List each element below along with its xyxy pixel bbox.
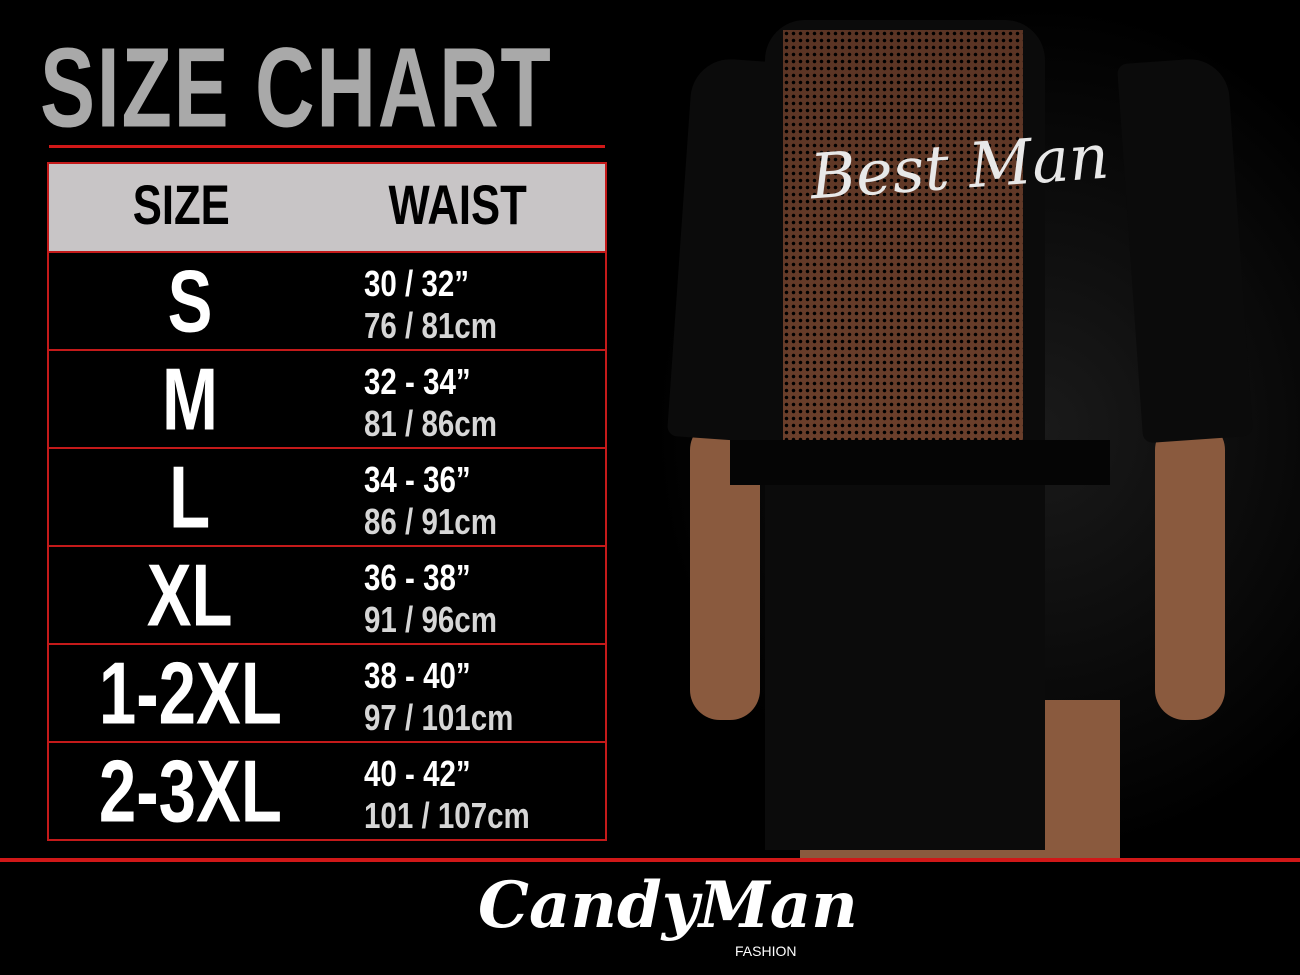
size-cell: 1-2XL [49, 643, 331, 742]
table-row: M 32 - 34” 81 / 86cm [49, 349, 605, 449]
table-row: L 34 - 36” 86 / 91cm [49, 447, 605, 547]
waist-cell: 30 / 32” 76 / 81cm [364, 263, 526, 347]
size-cell: M [49, 349, 331, 448]
header-waist: WAIST [388, 173, 527, 236]
size-cell: L [49, 447, 331, 546]
waist-inches: 34 - 36” [364, 459, 471, 500]
waist-cm: 76 / 81cm [364, 305, 497, 346]
waist-inches: 38 - 40” [364, 655, 471, 696]
title-divider [49, 145, 605, 148]
footer-divider [0, 858, 1300, 862]
product-photo: Best Man [650, 0, 1300, 860]
size-label: XL [147, 545, 233, 644]
size-label: 2-3XL [98, 741, 282, 840]
size-table: SIZE WAIST S 30 / 32” 76 / 81cm M 32 - 34”… [47, 162, 607, 841]
size-cell: XL [49, 545, 331, 644]
table-row: XL 36 - 38” 91 / 96cm [49, 545, 605, 645]
table-row: S 30 / 32” 76 / 81cm [49, 251, 605, 351]
table-header: SIZE WAIST [49, 164, 605, 253]
size-cell: S [49, 251, 331, 350]
waist-cm: 97 / 101cm [364, 697, 514, 738]
waist-cell: 32 - 34” 81 / 86cm [364, 361, 526, 445]
waist-inches: 36 - 38” [364, 557, 471, 598]
size-label: 1-2XL [98, 643, 282, 742]
mesh-panel [783, 30, 1023, 450]
brand-logo: CandyMan [478, 868, 858, 943]
size-label: L [169, 447, 211, 546]
size-label: S [167, 251, 213, 350]
table-row: 1-2XL 38 - 40” 97 / 101cm [49, 643, 605, 743]
waist-inches: 30 / 32” [364, 263, 470, 304]
size-cell: 2-3XL [49, 741, 331, 840]
waist-cell: 36 - 38” 91 / 96cm [364, 557, 526, 641]
waist-cell: 40 - 42” 101 / 107cm [364, 753, 566, 837]
size-label: M [161, 349, 218, 448]
table-row: 2-3XL 40 - 42” 101 / 107cm [49, 741, 605, 840]
waist-cm: 81 / 86cm [364, 403, 497, 444]
waist-cell: 34 - 36” 86 / 91cm [364, 459, 526, 543]
waist-cell: 38 - 40” 97 / 101cm [364, 655, 546, 739]
waist-cm: 91 / 96cm [364, 599, 497, 640]
waist-cm: 101 / 107cm [364, 795, 530, 836]
waist-inches: 40 - 42” [364, 753, 471, 794]
page-title: SIZE CHART [40, 25, 553, 152]
waist-inches: 32 - 34” [364, 361, 471, 402]
brand-logo-sub: FASHION [735, 943, 797, 959]
waist-cm: 86 / 91cm [364, 501, 497, 542]
header-size: SIZE [132, 173, 230, 236]
